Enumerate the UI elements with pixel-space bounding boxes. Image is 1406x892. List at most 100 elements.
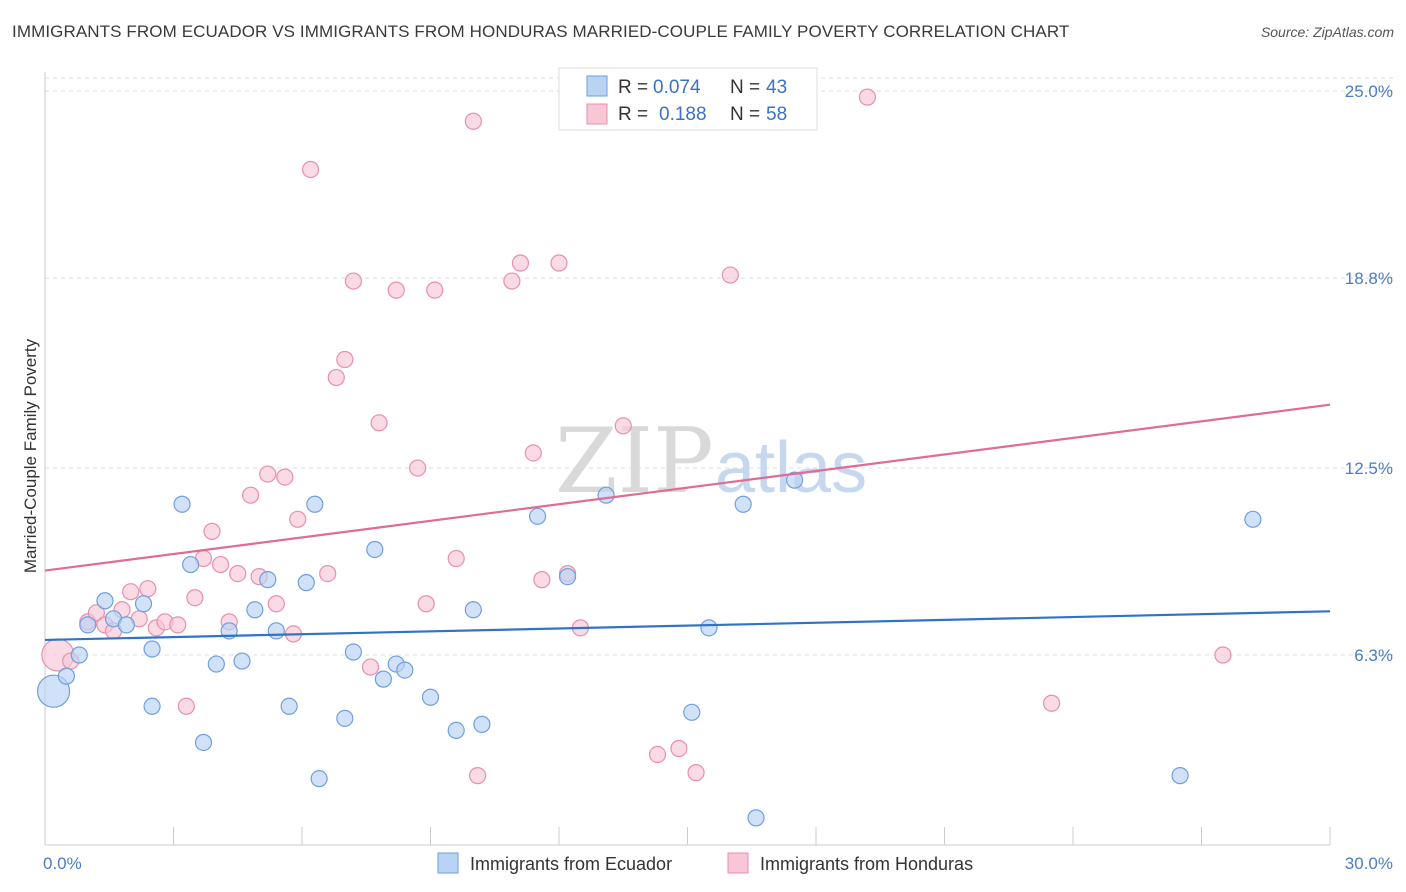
honduras-point — [327, 368, 345, 387]
top-legend: R = 0.074 N = 43 R = 0.188 N = 58 — [558, 67, 818, 131]
ecuador-point — [1171, 767, 1189, 785]
y-tick-label: 6.3% — [1354, 646, 1393, 665]
y-tick-label: 12.5% — [1345, 459, 1393, 478]
ecuador-point — [194, 733, 213, 752]
honduras-point — [344, 272, 362, 290]
bottom-legend: Immigrants from Ecuador Immigrants from … — [437, 852, 973, 874]
watermark: ZIP atlas — [555, 409, 867, 514]
honduras-point — [87, 604, 106, 622]
ecuador-point — [280, 697, 298, 715]
ecuador-point — [785, 471, 804, 489]
ecuador-point — [528, 507, 547, 525]
ecuador-point — [1244, 510, 1262, 528]
honduras-point — [229, 564, 247, 583]
honduras-point — [687, 764, 705, 782]
honduras-point — [417, 595, 435, 613]
y-tick-label: 18.8% — [1345, 269, 1393, 288]
honduras-point — [503, 272, 521, 290]
x-tick-label-max: 30.0% — [1345, 854, 1393, 873]
honduras-point — [409, 459, 427, 477]
honduras-point — [122, 583, 140, 601]
ecuador-point — [374, 670, 392, 688]
ecuador-point — [246, 601, 264, 619]
honduras-point — [336, 350, 354, 369]
ecuador-point — [344, 643, 362, 661]
ecuador-point — [70, 646, 88, 664]
ecuador-point — [683, 703, 701, 721]
ecuador-point — [143, 640, 161, 658]
honduras-point — [361, 658, 380, 676]
ecuador-point — [143, 697, 161, 715]
honduras-point — [242, 486, 260, 504]
honduras-point — [648, 745, 667, 764]
honduras-point — [614, 417, 632, 435]
x-tick-marks — [44, 827, 1331, 845]
ecuador-point — [700, 619, 718, 637]
ecuador-point — [396, 661, 414, 679]
legend-n-label-ecuador: N = — [730, 77, 760, 98]
ecuador-point — [464, 601, 482, 619]
honduras-point — [447, 549, 465, 568]
honduras-point — [203, 522, 221, 540]
honduras-point — [319, 564, 337, 583]
ecuador-point — [310, 770, 328, 788]
ecuador-point — [558, 568, 577, 586]
trend-lines — [44, 403, 1331, 642]
honduras-point — [1042, 694, 1061, 712]
honduras-point — [387, 281, 405, 299]
honduras-point — [267, 595, 285, 613]
honduras-point — [511, 254, 530, 272]
ecuador-point — [117, 616, 135, 634]
ecuador-point — [297, 574, 315, 592]
honduras-point — [464, 112, 482, 130]
chart-title: IMMIGRANTS FROM ECUADOR VS IMMIGRANTS FR… — [12, 22, 1070, 41]
y-axis-label: Married-Couple Family Poverty — [21, 338, 40, 573]
legend-swatch-ecuador — [586, 75, 608, 97]
honduras-point — [177, 697, 195, 715]
legend-n-value-honduras: 58 — [766, 104, 787, 125]
watermark-zip: ZIP — [555, 409, 714, 514]
honduras-point — [1214, 646, 1232, 664]
honduras-point — [721, 266, 739, 284]
ecuador-point — [336, 709, 354, 727]
honduras-point — [186, 589, 204, 607]
bottom-legend-swatch-ecuador — [437, 852, 459, 874]
legend-r-value-ecuador: 0.074 — [653, 77, 701, 98]
ecuador-point — [182, 555, 200, 574]
honduras-point — [858, 88, 877, 106]
honduras-point — [301, 160, 320, 179]
ecuador-point — [473, 715, 491, 733]
honduras-point — [139, 580, 157, 598]
honduras-point — [469, 767, 487, 785]
legend-n-value-ecuador: 43 — [766, 77, 787, 98]
legend-swatch-honduras — [586, 103, 608, 125]
honduras-trend-line — [44, 403, 1331, 572]
ecuador-point — [173, 495, 191, 513]
bottom-legend-label-ecuador: Immigrants from Ecuador — [470, 854, 672, 874]
ecuador-point — [96, 592, 114, 610]
bottom-legend-label-honduras: Immigrants from Honduras — [760, 854, 973, 874]
ecuador-point — [597, 486, 615, 504]
honduras-point — [426, 281, 444, 299]
ecuador-point — [134, 595, 153, 613]
ecuador-point — [207, 655, 225, 673]
ecuador-point — [734, 495, 752, 513]
legend-r-label-ecuador: R = — [618, 77, 648, 98]
ecuador-point — [79, 616, 97, 634]
ecuador-point — [267, 622, 285, 640]
grid-lines — [45, 77, 1393, 656]
honduras-point — [670, 739, 688, 758]
honduras-point — [533, 571, 551, 589]
honduras-point — [259, 465, 277, 483]
honduras-point — [370, 414, 388, 432]
ecuador-point — [57, 667, 76, 685]
y-tick-labels: 6.3% 12.5% 18.8% 25.0% — [1345, 82, 1393, 665]
ecuador-point — [233, 652, 251, 670]
honduras-point — [289, 510, 307, 528]
y-tick-label: 25.0% — [1345, 82, 1393, 101]
ecuador-point — [366, 540, 384, 559]
honduras-point — [550, 254, 568, 272]
ecuador-point — [421, 688, 440, 706]
legend-n-label-honduras: N = — [730, 104, 760, 125]
